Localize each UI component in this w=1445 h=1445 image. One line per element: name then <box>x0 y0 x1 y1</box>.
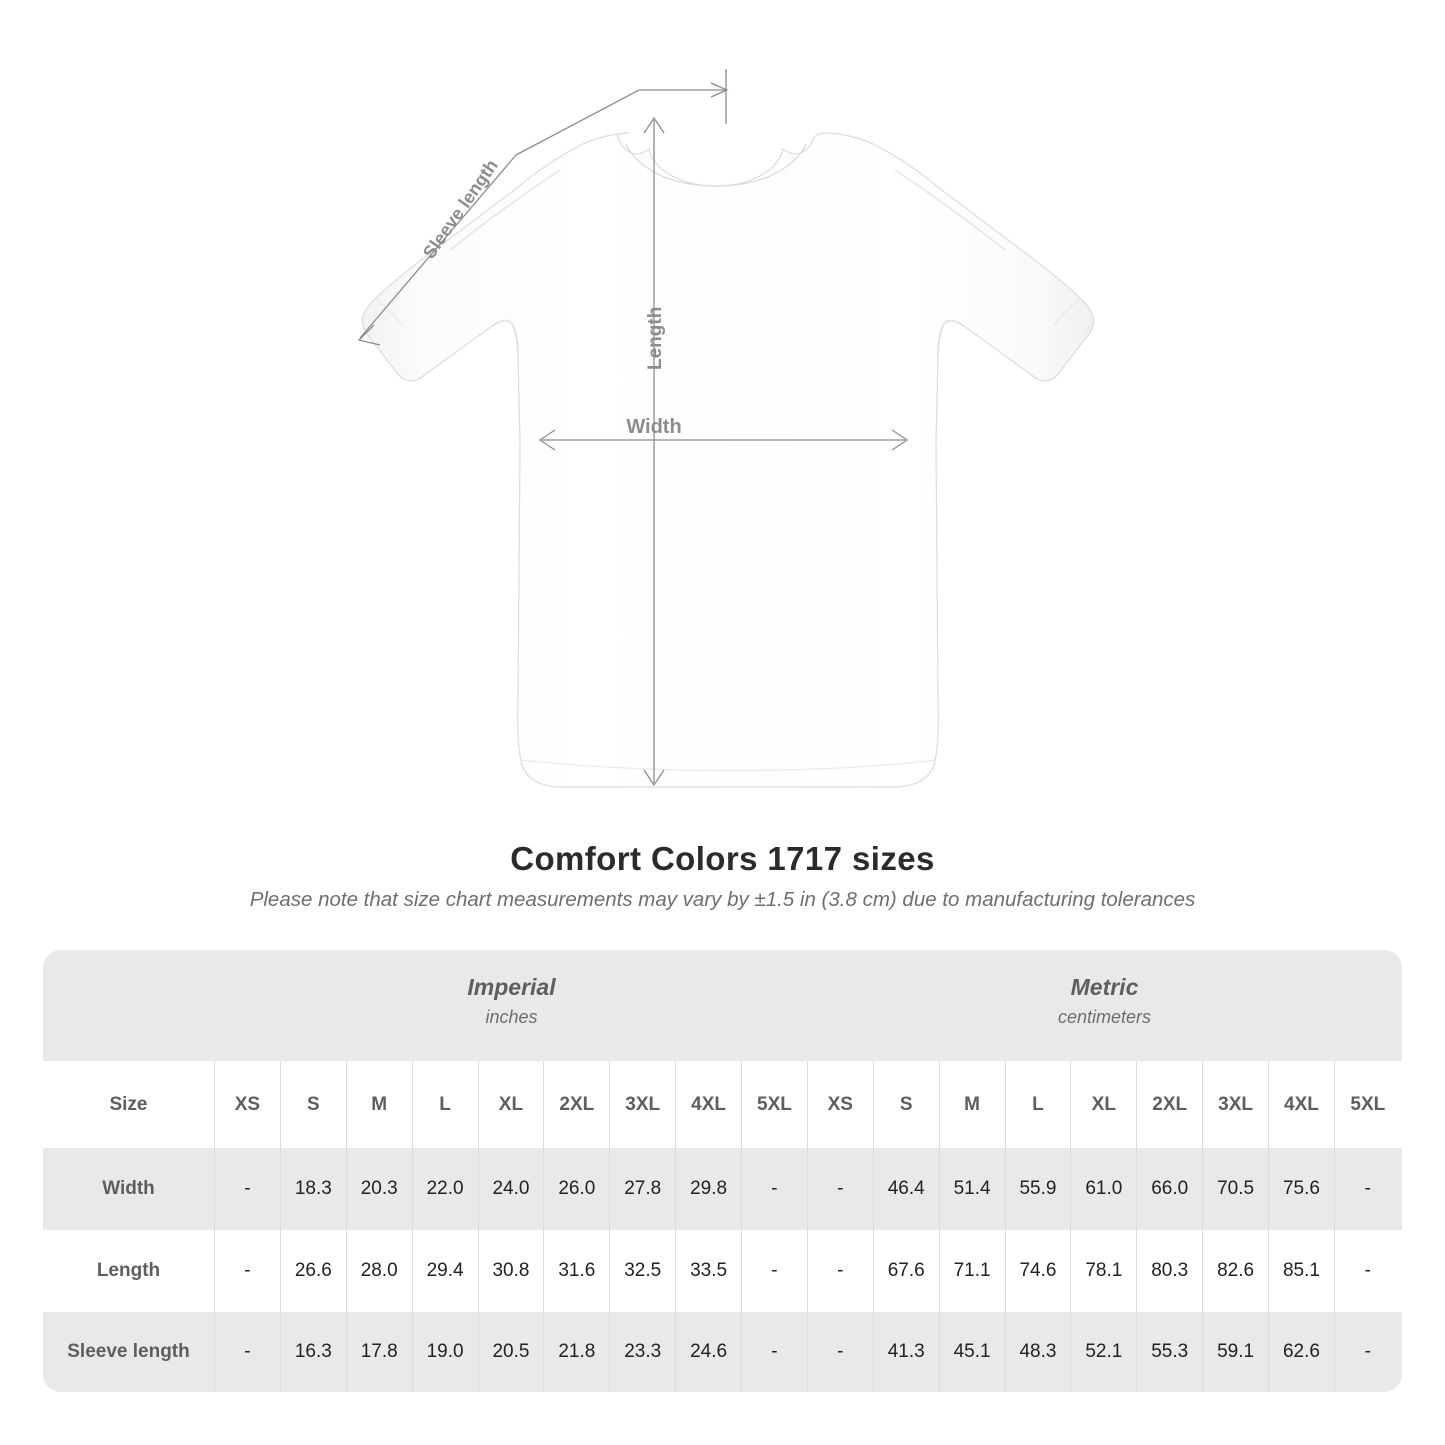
svg-text:Width: Width <box>626 416 681 438</box>
svg-text:Length: Length <box>645 307 666 370</box>
